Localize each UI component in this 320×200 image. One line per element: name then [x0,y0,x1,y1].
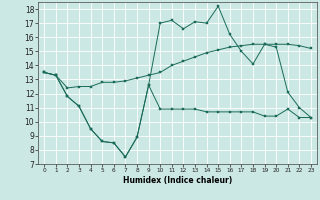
X-axis label: Humidex (Indice chaleur): Humidex (Indice chaleur) [123,176,232,185]
